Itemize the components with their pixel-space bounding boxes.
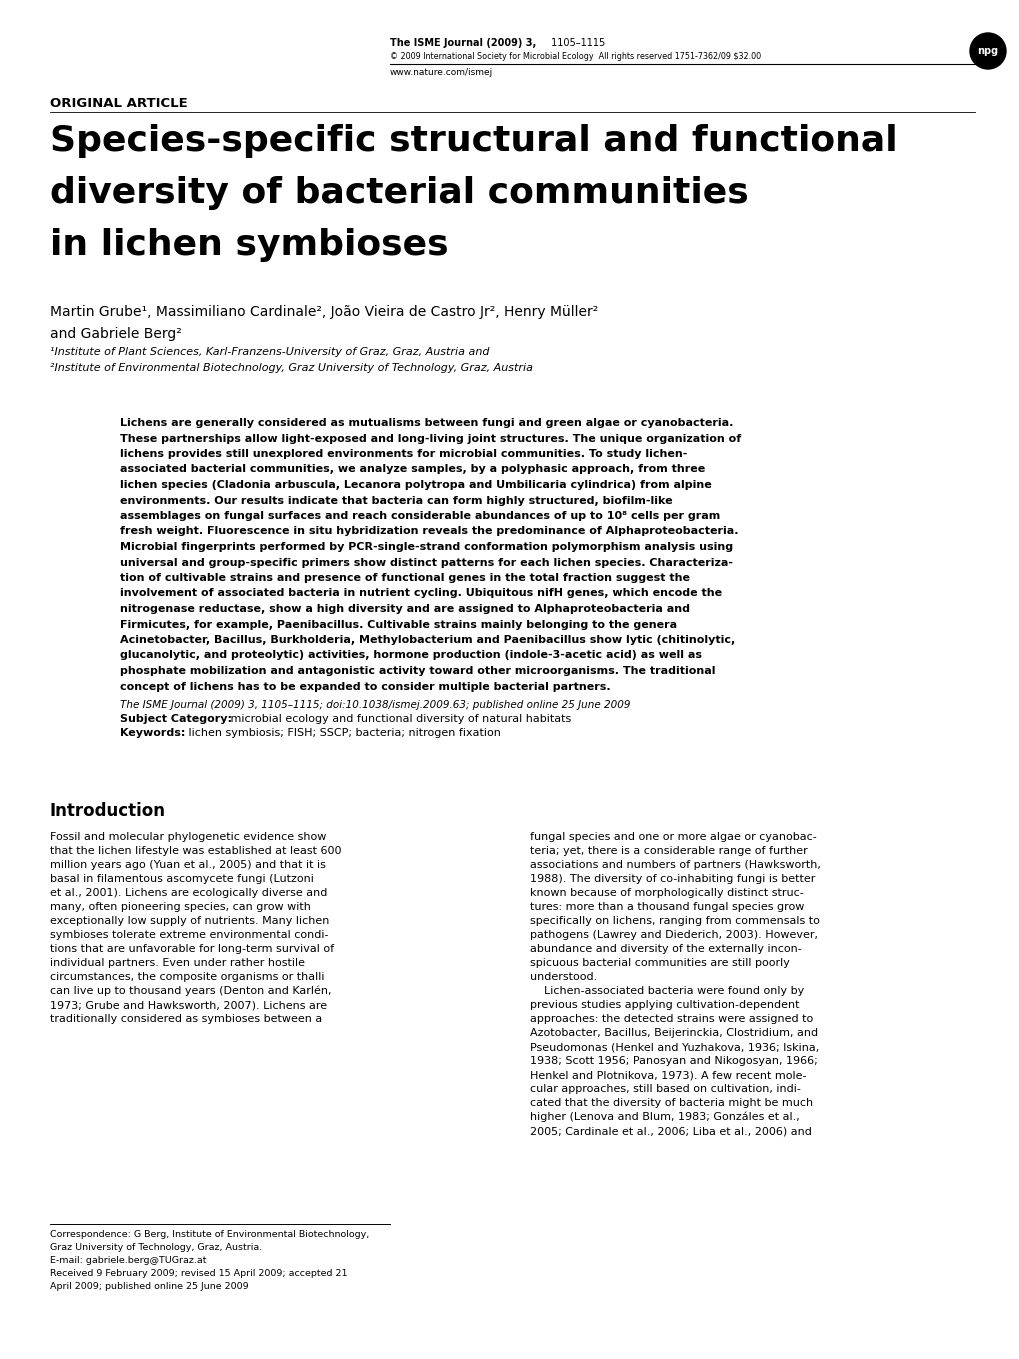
Text: Correspondence: G Berg, Institute of Environmental Biotechnology,: Correspondence: G Berg, Institute of Env…	[50, 1230, 369, 1239]
Text: tions that are unfavorable for long-term survival of: tions that are unfavorable for long-term…	[50, 945, 334, 954]
Text: can live up to thousand years (Denton and Karlén,: can live up to thousand years (Denton an…	[50, 987, 331, 996]
Text: Microbial fingerprints performed by PCR-single-strand conformation polymorphism : Microbial fingerprints performed by PCR-…	[120, 542, 733, 552]
Text: teria; yet, there is a considerable range of further: teria; yet, there is a considerable rang…	[530, 847, 807, 856]
Text: circumstances, the composite organisms or thalli: circumstances, the composite organisms o…	[50, 972, 324, 983]
Text: 1988). The diversity of co-inhabiting fungi is better: 1988). The diversity of co-inhabiting fu…	[530, 874, 814, 883]
Text: associations and numbers of partners (Hawksworth,: associations and numbers of partners (Ha…	[530, 860, 820, 870]
Text: many, often pioneering species, can grow with: many, often pioneering species, can grow…	[50, 902, 311, 912]
Text: lichen symbiosis; FISH; SSCP; bacteria; nitrogen fixation: lichen symbiosis; FISH; SSCP; bacteria; …	[184, 728, 500, 738]
Text: abundance and diversity of the externally incon-: abundance and diversity of the externall…	[530, 945, 801, 954]
Text: approaches: the detected strains were assigned to: approaches: the detected strains were as…	[530, 1014, 812, 1023]
Text: The ISME Journal (2009) 3,: The ISME Journal (2009) 3,	[389, 38, 536, 48]
Text: Martin Grube¹, Massimiliano Cardinale², João Vieira de Castro Jr², Henry Müller²: Martin Grube¹, Massimiliano Cardinale², …	[50, 304, 598, 319]
Text: Introduction: Introduction	[50, 802, 166, 819]
Text: basal in filamentous ascomycete fungi (Lutzoni: basal in filamentous ascomycete fungi (L…	[50, 874, 314, 883]
Text: 1938; Scott 1956; Panosyan and Nikogosyan, 1966;: 1938; Scott 1956; Panosyan and Nikogosya…	[530, 1056, 817, 1065]
Text: These partnerships allow light-exposed and long-living joint structures. The uni: These partnerships allow light-exposed a…	[120, 434, 741, 443]
Text: www.nature.com/ismej: www.nature.com/ismej	[389, 68, 493, 77]
Text: lichen species (Cladonia arbuscula, Lecanora polytropa and Umbilicaria cylindric: lichen species (Cladonia arbuscula, Leca…	[120, 480, 711, 491]
Text: individual partners. Even under rather hostile: individual partners. Even under rather h…	[50, 958, 305, 968]
Text: Firmicutes, for example, Paenibacillus. Cultivable strains mainly belonging to t: Firmicutes, for example, Paenibacillus. …	[120, 620, 677, 629]
Text: © 2009 International Society for Microbial Ecology  All rights reserved 1751-736: © 2009 International Society for Microbi…	[389, 52, 760, 61]
Text: environments. Our results indicate that bacteria can form highly structured, bio: environments. Our results indicate that …	[120, 496, 672, 506]
Text: lichens provides still unexplored environments for microbial communities. To stu: lichens provides still unexplored enviro…	[120, 448, 687, 459]
Text: cated that the diversity of bacteria might be much: cated that the diversity of bacteria mig…	[530, 1098, 812, 1108]
Text: Received 9 February 2009; revised 15 April 2009; accepted 21: Received 9 February 2009; revised 15 Apr…	[50, 1269, 347, 1277]
Text: higher (Lenova and Blum, 1983; Gonzáles et al.,: higher (Lenova and Blum, 1983; Gonzáles …	[530, 1112, 799, 1123]
Text: in lichen symbioses: in lichen symbioses	[50, 228, 448, 262]
Text: understood.: understood.	[530, 972, 597, 983]
Text: 1973; Grube and Hawksworth, 2007). Lichens are: 1973; Grube and Hawksworth, 2007). Liche…	[50, 1000, 327, 1010]
Text: symbioses tolerate extreme environmental condi-: symbioses tolerate extreme environmental…	[50, 930, 328, 940]
Text: Pseudomonas (Henkel and Yuzhakova, 1936; Iskina,: Pseudomonas (Henkel and Yuzhakova, 1936;…	[530, 1042, 818, 1052]
Text: cular approaches, still based on cultivation, indi-: cular approaches, still based on cultiva…	[530, 1084, 800, 1094]
Text: associated bacterial communities, we analyze samples, by a polyphasic approach, : associated bacterial communities, we ana…	[120, 465, 704, 474]
Text: tures: more than a thousand fungal species grow: tures: more than a thousand fungal speci…	[530, 902, 804, 912]
Text: traditionally considered as symbioses between a: traditionally considered as symbioses be…	[50, 1014, 322, 1023]
Text: phosphate mobilization and antagonistic activity toward other microorganisms. Th: phosphate mobilization and antagonistic …	[120, 666, 714, 675]
Text: concept of lichens has to be expanded to consider multiple bacterial partners.: concept of lichens has to be expanded to…	[120, 681, 610, 692]
Text: exceptionally low supply of nutrients. Many lichen: exceptionally low supply of nutrients. M…	[50, 916, 329, 925]
Text: Graz University of Technology, Graz, Austria.: Graz University of Technology, Graz, Aus…	[50, 1243, 262, 1252]
Text: Lichen-associated bacteria were found only by: Lichen-associated bacteria were found on…	[530, 987, 803, 996]
Text: April 2009; published online 25 June 2009: April 2009; published online 25 June 200…	[50, 1282, 249, 1291]
Text: npg: npg	[976, 46, 998, 56]
Text: nitrogenase reductase, show a high diversity and are assigned to Alphaproteobact: nitrogenase reductase, show a high diver…	[120, 603, 689, 614]
Text: specifically on lichens, ranging from commensals to: specifically on lichens, ranging from co…	[530, 916, 819, 925]
Text: and Gabriele Berg²: and Gabriele Berg²	[50, 328, 181, 341]
Text: Acinetobacter, Bacillus, Burkholderia, Methylobacterium and Paenibacillus show l: Acinetobacter, Bacillus, Burkholderia, M…	[120, 635, 735, 646]
Text: diversity of bacterial communities: diversity of bacterial communities	[50, 177, 748, 211]
Text: Azotobacter, Bacillus, Beijerinckia, Clostridium, and: Azotobacter, Bacillus, Beijerinckia, Clo…	[530, 1027, 817, 1038]
Text: known because of morphologically distinct struc-: known because of morphologically distinc…	[530, 887, 803, 898]
Text: that the lichen lifestyle was established at least 600: that the lichen lifestyle was establishe…	[50, 847, 341, 856]
Text: 2005; Cardinale et al., 2006; Liba et al., 2006) and: 2005; Cardinale et al., 2006; Liba et al…	[530, 1127, 811, 1136]
Text: spicuous bacterial communities are still poorly: spicuous bacterial communities are still…	[530, 958, 789, 968]
Text: ²Institute of Environmental Biotechnology, Graz University of Technology, Graz, : ²Institute of Environmental Biotechnolog…	[50, 363, 533, 372]
Text: tion of cultivable strains and presence of functional genes in the total fractio: tion of cultivable strains and presence …	[120, 573, 689, 583]
Text: et al., 2001). Lichens are ecologically diverse and: et al., 2001). Lichens are ecologically …	[50, 887, 327, 898]
Text: Subject Category:: Subject Category:	[120, 713, 235, 724]
Text: The ISME Journal (2009) 3, 1105–1115; doi:10.1038/ismej.2009.63; published onlin: The ISME Journal (2009) 3, 1105–1115; do…	[120, 700, 630, 709]
Text: E-mail: gabriele.berg@TUGraz.at: E-mail: gabriele.berg@TUGraz.at	[50, 1256, 206, 1265]
Text: ¹Institute of Plant Sciences, Karl-Franzens-University of Graz, Graz, Austria an: ¹Institute of Plant Sciences, Karl-Franz…	[50, 347, 489, 357]
Text: fungal species and one or more algae or cyanobac-: fungal species and one or more algae or …	[530, 832, 816, 843]
Text: Species-specific structural and functional: Species-specific structural and function…	[50, 124, 897, 158]
Text: assemblages on fungal surfaces and reach considerable abundances of up to 10⁸ ce: assemblages on fungal surfaces and reach…	[120, 511, 719, 520]
Text: ORIGINAL ARTICLE: ORIGINAL ARTICLE	[50, 96, 187, 110]
Text: glucanolytic, and proteolytic) activities, hormone production (indole-3-acetic a: glucanolytic, and proteolytic) activitie…	[120, 651, 701, 660]
Text: previous studies applying cultivation-dependent: previous studies applying cultivation-de…	[530, 1000, 799, 1010]
Text: universal and group-specific primers show distinct patterns for each lichen spec: universal and group-specific primers sho…	[120, 557, 733, 568]
Text: million years ago (Yuan et al., 2005) and that it is: million years ago (Yuan et al., 2005) an…	[50, 860, 325, 870]
Text: Fossil and molecular phylogenetic evidence show: Fossil and molecular phylogenetic eviden…	[50, 832, 326, 843]
Text: microbial ecology and functional diversity of natural habitats: microbial ecology and functional diversi…	[227, 713, 571, 724]
Text: Henkel and Plotnikova, 1973). A few recent mole-: Henkel and Plotnikova, 1973). A few rece…	[530, 1070, 806, 1080]
Text: Lichens are generally considered as mutualisms between fungi and green algae or : Lichens are generally considered as mutu…	[120, 419, 733, 428]
Text: fresh weight. Fluorescence in situ hybridization reveals the predominance of Alp: fresh weight. Fluorescence in situ hybri…	[120, 526, 738, 537]
Circle shape	[969, 33, 1005, 69]
Text: 1105–1115: 1105–1115	[547, 38, 604, 48]
Text: involvement of associated bacteria in nutrient cycling. Ubiquitous nifH genes, w: involvement of associated bacteria in nu…	[120, 588, 721, 598]
Text: pathogens (Lawrey and Diederich, 2003). However,: pathogens (Lawrey and Diederich, 2003). …	[530, 930, 817, 940]
Text: Keywords:: Keywords:	[120, 728, 190, 738]
